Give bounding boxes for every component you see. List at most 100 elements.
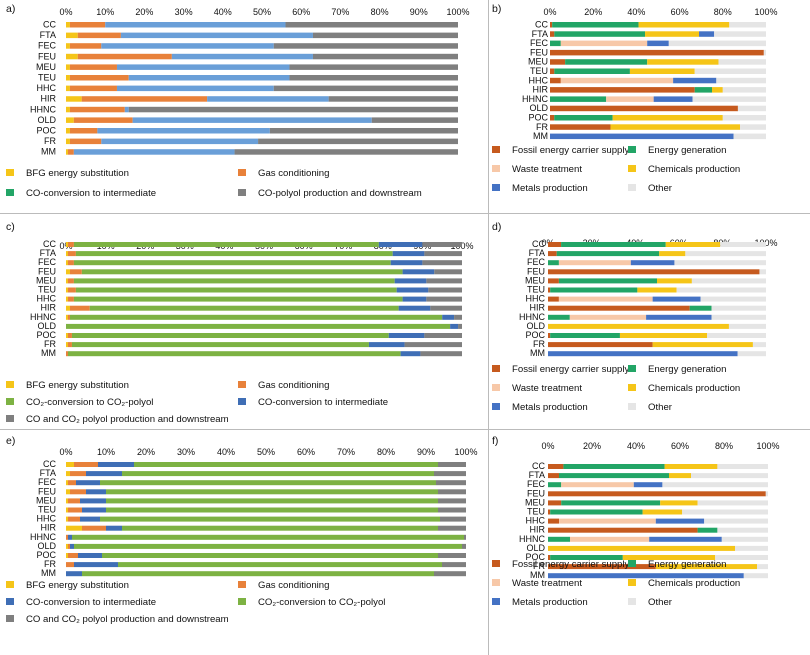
- category-label: FEC: [38, 477, 57, 487]
- x-tick-label: 0%: [59, 7, 72, 17]
- category-label: HHC: [37, 294, 57, 304]
- category-label: FTA: [529, 248, 545, 258]
- bar-segment: [440, 516, 466, 522]
- category-label: MEU: [36, 495, 56, 505]
- category-label: HIR: [530, 303, 546, 313]
- x-tick-label: 100%: [754, 7, 777, 17]
- bar-segment: [561, 242, 666, 247]
- category-label: TEU: [38, 505, 56, 515]
- bar-segment: [82, 507, 106, 513]
- bar-segment: [69, 22, 106, 28]
- bar-segment: [556, 251, 660, 257]
- legend-swatch: [492, 146, 500, 153]
- legend-swatch: [628, 165, 636, 172]
- category-label: CC: [532, 239, 545, 249]
- x-tick-label: 60%: [292, 7, 310, 17]
- legend-label: BFG energy substitution: [26, 380, 129, 391]
- category-label: POC: [528, 113, 548, 123]
- bar-segment: [68, 498, 80, 504]
- bar-segment: [86, 489, 106, 495]
- bar-segment: [718, 59, 766, 65]
- bar-segment: [66, 534, 68, 540]
- bar-segment: [74, 543, 462, 549]
- bar-segment: [106, 507, 438, 513]
- bar-segment: [668, 40, 766, 47]
- category-label: HHC: [526, 294, 546, 304]
- bar-segment: [402, 269, 435, 275]
- bar-segment: [420, 351, 462, 357]
- bar-segment: [714, 31, 766, 37]
- category-label: POC: [36, 126, 56, 136]
- category-label: FR: [44, 339, 56, 349]
- bar-segment: [424, 333, 462, 338]
- bar-segment: [371, 117, 458, 123]
- bar-segment: [69, 314, 443, 320]
- category-label: HHNC: [30, 312, 56, 322]
- bar-segment: [134, 462, 438, 467]
- bar-segment: [66, 278, 68, 284]
- category-label: MEU: [36, 275, 56, 285]
- x-tick-label: 60%: [671, 441, 689, 451]
- bar-segment: [101, 138, 259, 145]
- bar-segment: [560, 40, 648, 47]
- bar-segment: [289, 64, 458, 70]
- bar-segment: [273, 85, 458, 92]
- bar-segment: [707, 333, 766, 338]
- bar-segment: [548, 545, 735, 551]
- legend-label: Gas conditioning: [258, 380, 329, 391]
- legend-swatch: [628, 384, 636, 391]
- bar-segment: [89, 305, 399, 311]
- bar-segment: [548, 260, 559, 266]
- bar-segment: [73, 149, 235, 155]
- category-label: TEU: [530, 66, 548, 76]
- category-label: HHC: [529, 75, 549, 85]
- bar-segment: [682, 509, 768, 515]
- category-label: POC: [525, 552, 545, 562]
- legend-swatch: [492, 598, 500, 605]
- bar-segment: [622, 555, 716, 560]
- bar-segment: [740, 124, 766, 130]
- bar-segment: [550, 509, 643, 515]
- bar-segment: [757, 564, 768, 570]
- bar-segment: [548, 296, 559, 302]
- category-label: OLD: [37, 321, 56, 331]
- bar-segment: [69, 269, 82, 275]
- legend-label: Chemicals production: [648, 164, 740, 175]
- legend-label: CO and CO₂ polyol production and downstr…: [26, 414, 229, 425]
- bar-segment: [561, 482, 634, 488]
- x-tick-label: 100%: [446, 7, 469, 17]
- bar-segment: [619, 333, 708, 338]
- bar-segment: [312, 53, 458, 60]
- category-label: MEU: [36, 62, 56, 72]
- bar-segment: [704, 518, 768, 524]
- bar-segment: [442, 562, 466, 568]
- bar-segment: [669, 473, 691, 479]
- bar-segment: [106, 489, 438, 495]
- bar-segment: [80, 498, 106, 504]
- bar-segment: [434, 571, 466, 577]
- bar-segment: [66, 314, 68, 320]
- bar-segment: [258, 138, 458, 145]
- bar-segment: [550, 87, 695, 93]
- bar-segment: [550, 31, 555, 37]
- bar-segment: [67, 314, 70, 320]
- bar-segment: [66, 251, 68, 257]
- chart-panel-c: c)0%10%20%30%40%50%60%70%80%90%100%CCFTA…: [6, 221, 474, 425]
- legend-swatch: [6, 615, 14, 622]
- legend-label: Waste treatment: [512, 164, 582, 175]
- legend-label: BFG energy substitution: [26, 580, 129, 591]
- bar-segment: [66, 489, 70, 495]
- bar-segment: [548, 278, 559, 284]
- bar-segment: [66, 260, 68, 266]
- bar-segment: [548, 251, 557, 257]
- legend-label: Gas conditioning: [258, 168, 329, 179]
- bar-segment: [66, 525, 82, 531]
- bar-segment: [737, 105, 766, 112]
- legend-label: CO₂-conversion to CO₂-polyol: [26, 397, 153, 408]
- category-label: HHNC: [522, 94, 548, 104]
- bar-segment: [404, 342, 462, 348]
- bar-segment: [66, 296, 68, 302]
- bar-segment: [550, 40, 561, 47]
- legend-label: CO-conversion to intermediate: [26, 188, 156, 199]
- bar-segment: [728, 323, 766, 329]
